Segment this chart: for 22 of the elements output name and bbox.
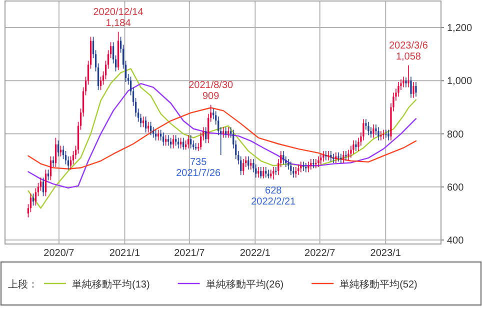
annotation: 2023/3/6 1,058 [389,40,428,62]
x-tick-label: 2021/1 [109,248,140,259]
x-tick-label: 2022/1 [240,248,271,259]
annotation: 2020/12/14 1,184 [93,6,144,29]
legend-label: 単純移動平均(52) [340,278,418,290]
legend-title: 上段： [8,278,38,290]
y-tick-label: 1,000 [447,76,472,88]
legend-label: 単純移動平均(26) [206,278,284,290]
legend-label: 単純移動平均(13) [72,278,150,290]
annotation: 2021/8/30 909 [188,80,234,102]
x-tick-label: 2021/7 [174,248,206,259]
y-tick-label: 800 [447,129,464,140]
annotation: 628 2022/2/21 [251,185,296,208]
line-series [28,68,417,209]
annotation: 735 2021/7/26 [176,157,222,180]
line-series [28,107,417,170]
x-tick-label: 2020/7 [44,248,75,259]
x-tick-label: 2022/7 [304,248,336,259]
y-tick-label: 1,200 [447,23,472,34]
y-tick-label: 400 [447,236,464,247]
x-tick-label: 2023/1 [370,248,402,259]
y-tick-label: 600 [447,182,464,194]
